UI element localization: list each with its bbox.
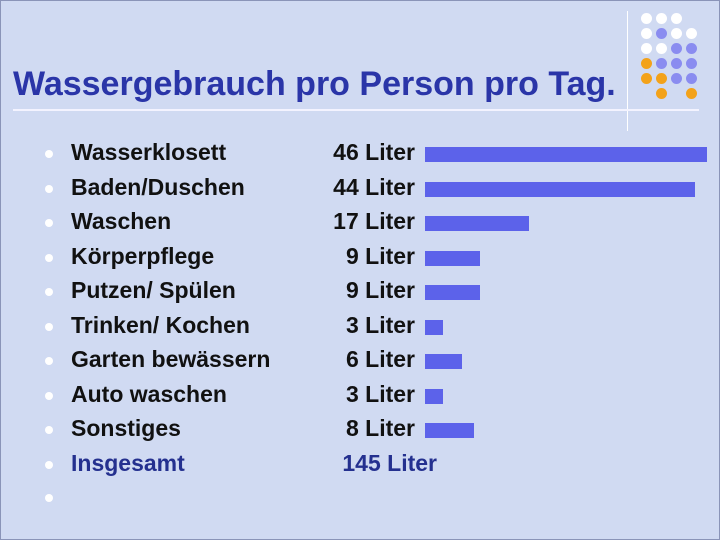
chart-row: Körperpflege 9 Liter — [1, 241, 720, 275]
chart-title: Wassergebrauch pro Person pro Tag. — [13, 65, 616, 103]
decorative-dot — [656, 58, 667, 69]
category-label: Körperpflege — [71, 242, 215, 269]
chart-row: Auto waschen 3 Liter — [1, 379, 720, 413]
chart-row: Baden/Duschen 44 Liter — [1, 172, 720, 206]
value-label: 46 Liter — [333, 139, 415, 165]
bullet-icon — [45, 253, 53, 262]
bullet-icon — [45, 391, 53, 400]
bullet-icon — [45, 288, 53, 296]
category-label: Sonstiges — [71, 415, 181, 441]
decorative-dot — [671, 43, 682, 54]
bar — [425, 354, 462, 369]
decorative-dot — [641, 58, 652, 69]
bar — [425, 423, 475, 438]
title-underline — [13, 109, 699, 111]
bullet-icon — [45, 322, 53, 331]
value-label: 9 Liter — [345, 242, 415, 269]
decorative-dot — [686, 58, 697, 69]
decorative-dot — [656, 73, 667, 84]
decorative-dot — [641, 28, 652, 39]
value-label: 9 Liter — [345, 277, 415, 303]
bar — [425, 147, 707, 162]
chart-row: Sonstiges 8 Liter — [1, 413, 720, 447]
bullet-icon — [45, 219, 53, 227]
bar — [425, 250, 481, 266]
chart-row: Waschen 17 Liter — [1, 206, 720, 240]
decorative-dot — [641, 73, 652, 84]
bullet-icon — [45, 150, 53, 158]
value-label: 44 Liter — [333, 173, 415, 200]
bar — [425, 319, 444, 335]
decorative-dot — [656, 28, 667, 39]
category-label: Baden/Duschen — [71, 173, 245, 200]
decorative-dot — [671, 28, 682, 39]
decorative-dot — [641, 43, 652, 54]
bar — [425, 181, 695, 197]
bullet-icon — [45, 494, 53, 502]
category-label: Putzen/ Spülen — [71, 277, 236, 303]
bar — [425, 285, 481, 300]
value-label: 6 Liter — [345, 346, 415, 372]
decorative-dot — [656, 88, 667, 99]
decorative-dot — [641, 13, 652, 24]
total-value: 145 Liter — [342, 449, 437, 476]
bullet-icon — [45, 357, 53, 365]
decorative-dot — [686, 88, 697, 99]
decorative-dot — [686, 43, 697, 54]
chart-row: Trinken/ Kochen 3 Liter — [1, 310, 720, 344]
chart-row: Garten bewässern 6 Liter — [1, 344, 720, 378]
category-label: Garten bewässern — [71, 346, 271, 372]
total-label: Insgesamt — [71, 449, 185, 476]
value-label: 17 Liter — [333, 208, 415, 234]
bullet-icon — [45, 426, 53, 434]
decorative-dot — [671, 73, 682, 84]
total-row: Insgesamt 145 Liter — [1, 448, 720, 482]
category-label: Auto waschen — [71, 380, 227, 407]
bar — [425, 388, 444, 404]
chart-row: Putzen/ Spülen 9 Liter — [1, 275, 720, 309]
decorative-dot — [686, 28, 697, 39]
category-label: Wasserklosett — [71, 139, 227, 165]
decorative-dot — [671, 13, 682, 24]
category-label: Trinken/ Kochen — [71, 311, 250, 338]
value-label: 3 Liter — [345, 311, 415, 338]
decorative-dot — [671, 58, 682, 69]
decorative-dot — [656, 43, 667, 54]
value-label: 8 Liter — [345, 415, 415, 441]
decorative-dot — [656, 13, 667, 24]
empty-bullet-row — [1, 481, 720, 515]
bullet-icon — [45, 184, 53, 193]
category-label: Waschen — [71, 208, 172, 234]
chart-row: Wasserklosett 46 Liter — [1, 137, 720, 171]
bullet-icon — [45, 460, 53, 469]
decorative-dot — [686, 73, 697, 84]
value-label: 3 Liter — [345, 380, 415, 407]
bar — [425, 216, 530, 231]
decorative-vertical-line — [627, 11, 628, 131]
